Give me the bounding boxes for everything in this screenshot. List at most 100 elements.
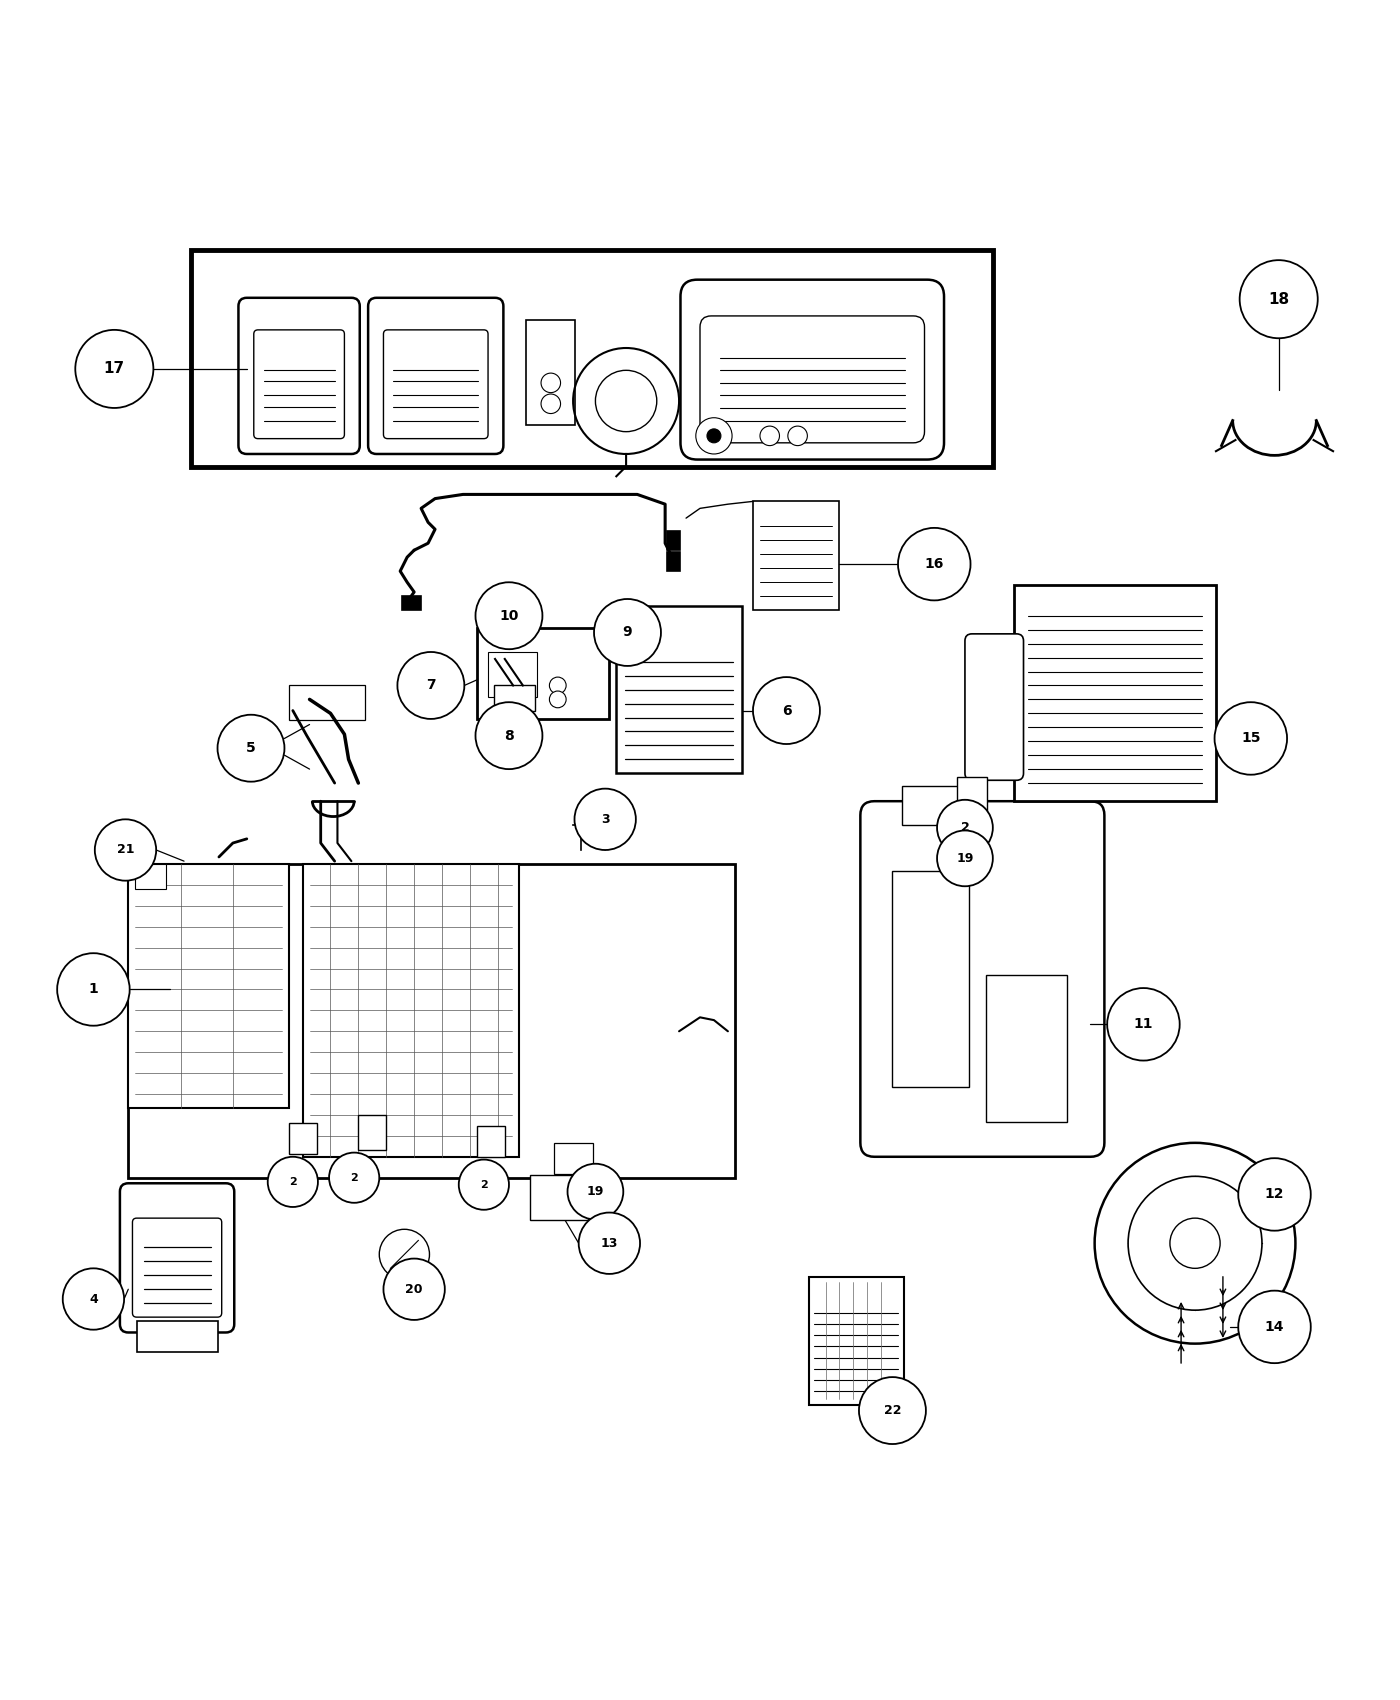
Text: 6: 6	[781, 704, 791, 717]
FancyBboxPatch shape	[368, 298, 504, 454]
Bar	[1014, 585, 1217, 801]
Bar	[489, 653, 536, 697]
Circle shape	[1238, 1290, 1310, 1363]
FancyBboxPatch shape	[253, 330, 344, 439]
Circle shape	[549, 690, 566, 707]
Text: 16: 16	[924, 558, 944, 571]
Text: 13: 13	[601, 1236, 617, 1249]
Circle shape	[1107, 988, 1180, 1061]
Circle shape	[594, 598, 661, 666]
Bar	[892, 870, 969, 1086]
Circle shape	[1239, 260, 1317, 338]
Circle shape	[217, 714, 284, 782]
Circle shape	[76, 330, 154, 408]
Text: 14: 14	[1264, 1319, 1284, 1334]
FancyBboxPatch shape	[680, 280, 944, 459]
Circle shape	[95, 819, 157, 881]
Text: 9: 9	[623, 626, 633, 639]
Bar	[956, 777, 987, 816]
Text: 11: 11	[1134, 1017, 1154, 1032]
Circle shape	[1095, 1142, 1295, 1343]
Text: 5: 5	[246, 741, 256, 755]
Circle shape	[696, 418, 732, 454]
Bar	[616, 605, 742, 774]
Bar	[288, 1124, 316, 1154]
Bar	[666, 530, 680, 551]
Circle shape	[1238, 1158, 1310, 1231]
Text: 21: 21	[116, 843, 134, 857]
Circle shape	[398, 653, 465, 719]
Bar	[137, 1321, 217, 1352]
Bar	[753, 502, 840, 610]
Text: 2: 2	[960, 821, 969, 835]
Bar	[358, 1115, 386, 1149]
Text: 18: 18	[1268, 292, 1289, 306]
Text: 3: 3	[601, 813, 609, 826]
Circle shape	[57, 954, 130, 1025]
Bar	[477, 629, 609, 719]
Circle shape	[897, 529, 970, 600]
Circle shape	[760, 427, 780, 445]
FancyBboxPatch shape	[700, 316, 924, 442]
Text: 12: 12	[1264, 1187, 1284, 1202]
Circle shape	[1170, 1219, 1221, 1268]
Bar	[494, 685, 535, 711]
FancyBboxPatch shape	[384, 330, 489, 439]
Circle shape	[1128, 1176, 1261, 1311]
Bar	[402, 597, 421, 610]
Bar	[477, 1125, 505, 1156]
Bar	[129, 864, 735, 1178]
Text: 2: 2	[350, 1173, 358, 1183]
Circle shape	[1215, 702, 1287, 775]
Circle shape	[549, 677, 566, 694]
Text: 7: 7	[426, 678, 435, 692]
Bar	[986, 976, 1067, 1122]
Text: 10: 10	[500, 609, 518, 622]
Text: 8: 8	[504, 729, 514, 743]
Text: 2: 2	[288, 1176, 297, 1187]
FancyBboxPatch shape	[861, 801, 1105, 1156]
Circle shape	[574, 789, 636, 850]
Circle shape	[459, 1159, 510, 1210]
Text: 19: 19	[587, 1185, 605, 1198]
Circle shape	[63, 1268, 125, 1329]
Bar	[809, 1277, 903, 1404]
Circle shape	[567, 1164, 623, 1219]
Circle shape	[707, 428, 721, 442]
Circle shape	[788, 427, 808, 445]
Circle shape	[267, 1156, 318, 1207]
Bar	[529, 1175, 588, 1219]
Circle shape	[476, 702, 542, 768]
Bar	[302, 864, 519, 1156]
Circle shape	[329, 1153, 379, 1204]
Bar	[136, 864, 167, 889]
Text: 20: 20	[406, 1284, 423, 1295]
FancyBboxPatch shape	[133, 1219, 221, 1318]
Circle shape	[540, 372, 560, 393]
Bar	[553, 1142, 592, 1173]
Text: 22: 22	[883, 1404, 902, 1418]
Text: 19: 19	[956, 852, 973, 865]
Bar	[666, 551, 680, 571]
FancyBboxPatch shape	[965, 634, 1023, 780]
Text: 1: 1	[88, 983, 98, 996]
Circle shape	[753, 677, 820, 745]
Text: 2: 2	[480, 1180, 487, 1190]
Bar	[525, 320, 574, 425]
Circle shape	[384, 1258, 445, 1319]
FancyBboxPatch shape	[120, 1183, 234, 1333]
Text: 15: 15	[1240, 731, 1260, 745]
Circle shape	[860, 1377, 925, 1443]
FancyBboxPatch shape	[238, 298, 360, 454]
Bar	[129, 864, 288, 1108]
Circle shape	[540, 394, 560, 413]
Circle shape	[476, 583, 542, 649]
Circle shape	[937, 831, 993, 886]
Circle shape	[937, 799, 993, 855]
Text: 17: 17	[104, 362, 125, 376]
Bar	[288, 685, 365, 721]
Circle shape	[578, 1212, 640, 1273]
Bar	[902, 785, 958, 824]
Bar	[190, 250, 993, 466]
Text: 4: 4	[90, 1292, 98, 1306]
